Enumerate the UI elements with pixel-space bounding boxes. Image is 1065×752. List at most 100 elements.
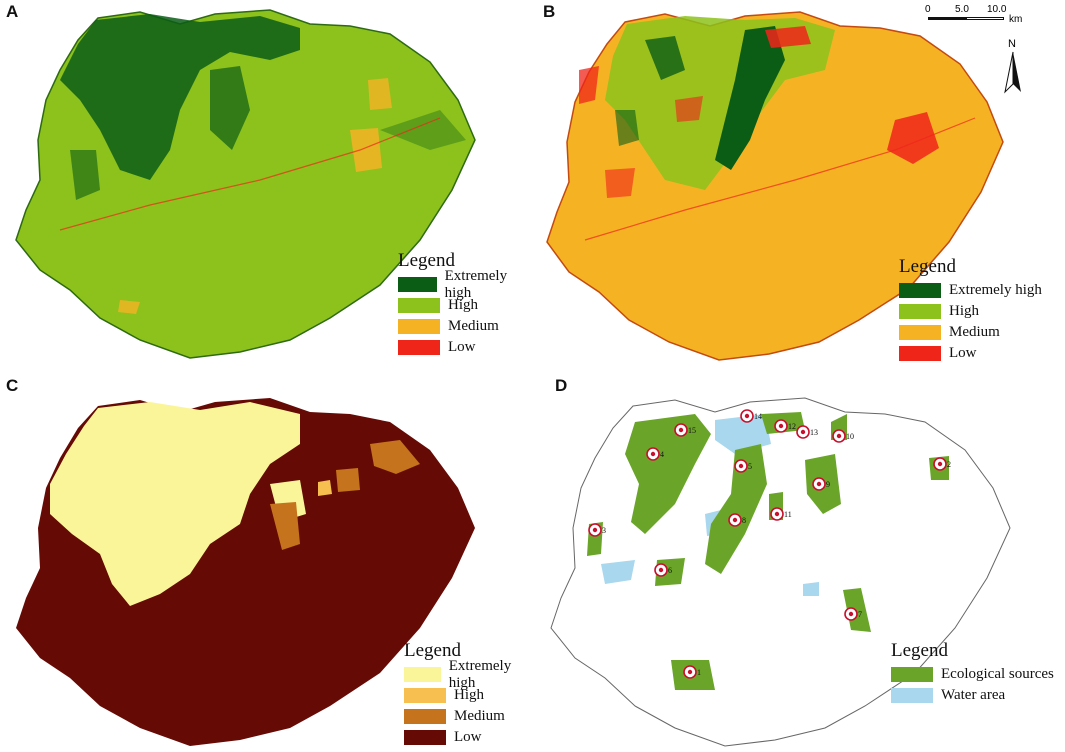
legend-title: Legend (899, 256, 956, 277)
map-b (546, 11, 1004, 361)
source-label: 8 (742, 516, 746, 525)
ecological-source (705, 444, 767, 574)
legend-swatch (899, 325, 941, 340)
panel-letter: C (6, 376, 19, 395)
legend-item: Medium (398, 316, 530, 337)
panel-d: D 1 2 3 4 5 6 7 8 9 10 11 12 13 14 15 Legend Ecologica… (535, 374, 1065, 752)
legend-label: High (454, 687, 484, 703)
legend-title: Legend (891, 640, 948, 661)
source-label: 1 (697, 668, 701, 677)
legend-label: Low (448, 339, 476, 355)
source-marker: 2 (933, 457, 951, 471)
source-marker: 11 (770, 507, 792, 521)
source-label: 2 (947, 460, 951, 469)
source-marker: 9 (812, 477, 830, 491)
source-label: 12 (788, 422, 796, 431)
legend-swatch (398, 340, 440, 355)
legend-swatch (404, 709, 446, 724)
ecological-source (843, 588, 871, 632)
legend-swatch (404, 667, 441, 682)
low-zone (765, 26, 811, 48)
medium-zone (118, 300, 140, 314)
panel-c: C Legend Extremely high High Medium Low (0, 374, 530, 752)
source-marker: 14 (740, 409, 762, 423)
low-zone (579, 66, 599, 104)
source-marker: 8 (728, 513, 746, 527)
source-label: 4 (660, 450, 664, 459)
legend-label: Ecological sources (941, 666, 1054, 682)
source-label: 15 (688, 426, 696, 435)
panel-letter: D (555, 376, 568, 395)
legend-item: Extremely high (398, 268, 530, 301)
legend-item: High (404, 685, 530, 706)
source-label: 5 (748, 462, 752, 471)
legend-swatch (891, 667, 933, 682)
legend-item: Low (404, 727, 530, 748)
map-c (16, 398, 475, 746)
scale-bar-segment (966, 17, 1004, 20)
legend-item: Ecological sources (891, 664, 1054, 685)
legend-swatch (398, 319, 440, 334)
legend-swatch (899, 283, 941, 298)
source-marker: 13 (796, 425, 818, 439)
legend-label: High (949, 303, 979, 319)
legend-item: Extremely high (404, 658, 530, 691)
north-arrow-icon (1004, 51, 1021, 94)
medium-zone (270, 502, 300, 550)
legend-label: Medium (448, 318, 499, 334)
extremely-high-zone (70, 150, 100, 200)
panel-a: A Legend Extremely high High Medium Low (0, 0, 530, 370)
panel-b: B 0 5.0 10.0 km N Legend Extremely high (535, 0, 1065, 370)
source-marker: 12 (774, 419, 796, 433)
legend: Legend Ecological sources Water area (891, 640, 1054, 706)
legend-swatch (398, 298, 440, 313)
map-a (15, 9, 476, 359)
legend-item: High (398, 295, 530, 316)
low-zone (675, 96, 703, 122)
scale-bar-segment (928, 17, 966, 20)
legend-swatch (899, 304, 941, 319)
source-marker: 10 (832, 429, 854, 443)
legend-item: Low (398, 337, 530, 358)
medium-zone (350, 128, 382, 172)
legend-swatch (891, 688, 933, 703)
legend-item: High (899, 301, 1042, 322)
low-line (584, 117, 976, 241)
ecological-source (625, 414, 711, 534)
legend-item: Low (899, 343, 1042, 364)
legend-label: Low (949, 345, 977, 361)
legend: Legend Extremely high High Medium Low (899, 256, 1042, 364)
legend-label: High (448, 297, 478, 313)
source-label: 10 (846, 432, 854, 441)
scale-tick-label: 10.0 (987, 4, 1007, 15)
source-marker: 3 (588, 523, 606, 537)
water-area (803, 582, 819, 596)
water-area (601, 560, 635, 584)
low-zone (887, 112, 939, 164)
high-zone (318, 480, 332, 496)
legend-label: Low (454, 729, 482, 745)
extremely-high-zone (50, 402, 300, 606)
legend-swatch (899, 346, 941, 361)
legend-label: Extremely high (448, 657, 512, 691)
legend-label: Medium (454, 708, 505, 724)
extremely-high-zone (210, 66, 250, 150)
extremely-high-zone (615, 110, 639, 146)
extremely-high-zone (715, 26, 785, 170)
source-label: 13 (810, 428, 818, 437)
scale-unit-label: km (1009, 14, 1023, 25)
source-marker: 15 (674, 423, 696, 437)
scale-tick-label: 0 (925, 4, 931, 15)
north-arrow: N (1003, 38, 1023, 98)
legend-label: Medium (949, 324, 1000, 340)
legend-swatch (404, 688, 446, 703)
legend-item: Extremely high (899, 280, 1042, 301)
low-zone (605, 168, 635, 198)
legend-item: Medium (404, 706, 530, 727)
source-label: 11 (784, 510, 792, 519)
legend: Legend Extremely high High Medium Low (404, 640, 530, 748)
source-marker: 4 (646, 447, 664, 461)
legend-item: Medium (899, 322, 1042, 343)
medium-zone (370, 440, 420, 474)
